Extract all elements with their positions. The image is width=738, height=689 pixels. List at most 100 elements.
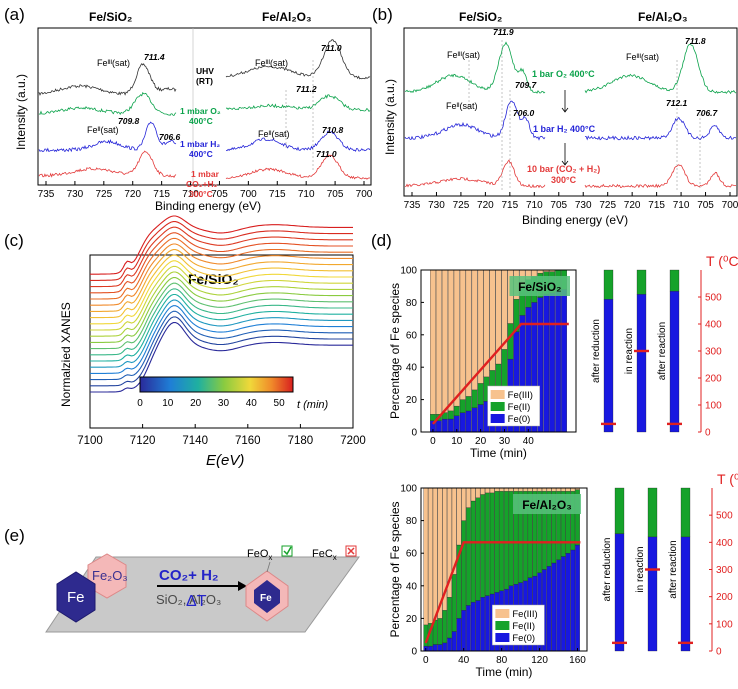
xanes-curve (90, 277, 353, 343)
title-box (509, 276, 570, 296)
tick-label: 735 (38, 189, 55, 200)
xanes-curve (90, 232, 353, 294)
plot-frame (420, 269, 577, 433)
xanes-curve (90, 254, 353, 319)
panel-a-spectra (38, 39, 371, 180)
legend-label: Fe(III) (508, 390, 533, 401)
tick-label: 705 (550, 200, 567, 211)
bar-fe0 (461, 610, 467, 652)
support-label: SiO₂, Al₂O₃ (156, 592, 221, 607)
side-bar-label: after reaction (668, 540, 679, 598)
bar-fe0 (459, 412, 466, 433)
t-tick-label: 400 (705, 320, 722, 331)
tick-label: 730 (67, 189, 84, 200)
tick-label: 720 (477, 200, 494, 211)
panel-b-ylabel: Intensity (a.u.) (383, 79, 397, 155)
colorbar-tick-label: 20 (190, 398, 202, 409)
spectrum-co-sio2 (38, 150, 177, 179)
xanes-curve (90, 299, 353, 368)
tick-label: 710 (673, 200, 690, 211)
tick-label: 700 (722, 200, 738, 211)
bar-fe0 (556, 559, 561, 652)
t-tick-label: 300 (705, 347, 722, 358)
panel-c-label: (c) (4, 231, 24, 250)
panel-a-heading-right: Fe/Al₂O₃ (262, 10, 312, 24)
bar-fe3 (453, 269, 460, 407)
t-tick-label: 100 (705, 401, 722, 412)
xanes-curve (90, 226, 353, 288)
tick-label: 710 (526, 200, 543, 211)
a-fe2-sat-left: Feᴵᴵ(sat) (87, 125, 119, 135)
tick-label: 7180 (288, 435, 314, 447)
bar-fe0 (447, 418, 454, 433)
side-bar-fe0 (647, 536, 658, 652)
arrow-down-icon (561, 143, 569, 166)
bar-fe0 (549, 292, 556, 433)
tick-label: 730 (428, 200, 445, 211)
b-val-7118: 711.8 (685, 36, 706, 46)
t-tick-label: 500 (705, 293, 722, 304)
side-bar-label: after reduction (602, 538, 613, 602)
tick-label: 725 (453, 200, 470, 211)
x-tick-label: 30 (499, 436, 511, 447)
legend-swatch (495, 609, 510, 618)
t-tick-label: 500 (716, 511, 733, 522)
panel-c: (c) Fe/SiO₂ Normalzied XANES E(eV) 7100 7… (4, 215, 366, 469)
hex-fe (56, 571, 96, 623)
hex-core-label: Fe (260, 593, 272, 604)
reaction-arrow-head (238, 581, 247, 591)
b-val-7097: 709.7 (515, 80, 538, 90)
bar-fe0 (456, 618, 462, 652)
bar-fe0 (470, 601, 476, 652)
y-tick-label: 40 (406, 581, 418, 592)
tick-label: 700 (240, 189, 257, 200)
bar-fe2 (504, 491, 509, 590)
a-o2-line1: 1 mbar O₂ (180, 106, 221, 116)
panel-a-ylabel: Intensity (a.u.) (14, 74, 28, 150)
bar-fe3 (501, 269, 508, 350)
xanes-curve (90, 243, 353, 306)
bar-fe2 (480, 494, 486, 598)
x-tick-label: 20 (475, 436, 487, 447)
tick-label: 720 (624, 200, 641, 211)
a-h2-line1: 1 mbar H₂ (180, 139, 220, 149)
a-co-line2: CO₂+H₂ (186, 179, 218, 189)
bar-fe2 (508, 491, 514, 586)
arrow-down-icon (561, 90, 569, 113)
a-uhv: UHV (196, 66, 214, 76)
bar-fe0 (477, 404, 484, 433)
bar-fe2 (461, 520, 467, 611)
x-tick-label: 0 (430, 436, 436, 447)
bar-fe0 (480, 597, 486, 652)
bar-fe3 (459, 269, 466, 400)
bar-fe0 (437, 644, 443, 652)
side-bar-fe2 (636, 269, 647, 295)
panel-a-label: (a) (4, 5, 25, 24)
bar-fe2 (447, 410, 454, 420)
spectrum-uhv-sio2 (38, 63, 177, 96)
tick-label: 700 (356, 189, 373, 200)
bar-fe3 (480, 487, 486, 495)
b-val-7067: 706.7 (696, 108, 719, 118)
bar-fe3 (475, 487, 481, 498)
feox-sub: x (268, 553, 272, 562)
bar-fe2 (485, 492, 490, 596)
xanes-curve (90, 237, 353, 300)
a-val-7110-top: 711.0 (321, 43, 342, 53)
a-fe2-sat-right: Feᴵᴵ(sat) (258, 129, 290, 139)
colorbar-tick-label: 30 (218, 398, 230, 409)
tick-label: 705 (211, 189, 228, 200)
check-icon (281, 545, 293, 557)
tick-label: 7100 (77, 435, 103, 447)
bar-fe2 (430, 414, 436, 421)
colorbar (139, 376, 294, 393)
y-tick-label: 80 (406, 298, 418, 309)
bar-fe3 (489, 487, 495, 494)
a-val-7114: 711.4 (144, 52, 165, 62)
xanes-curve (90, 305, 353, 374)
x-tick-label: 0 (423, 655, 429, 666)
b-fe2-sat: Feᴵᴵ(sat) (446, 101, 478, 111)
bar-fe3 (441, 269, 448, 413)
a-co-line3: 300°C (189, 189, 213, 199)
